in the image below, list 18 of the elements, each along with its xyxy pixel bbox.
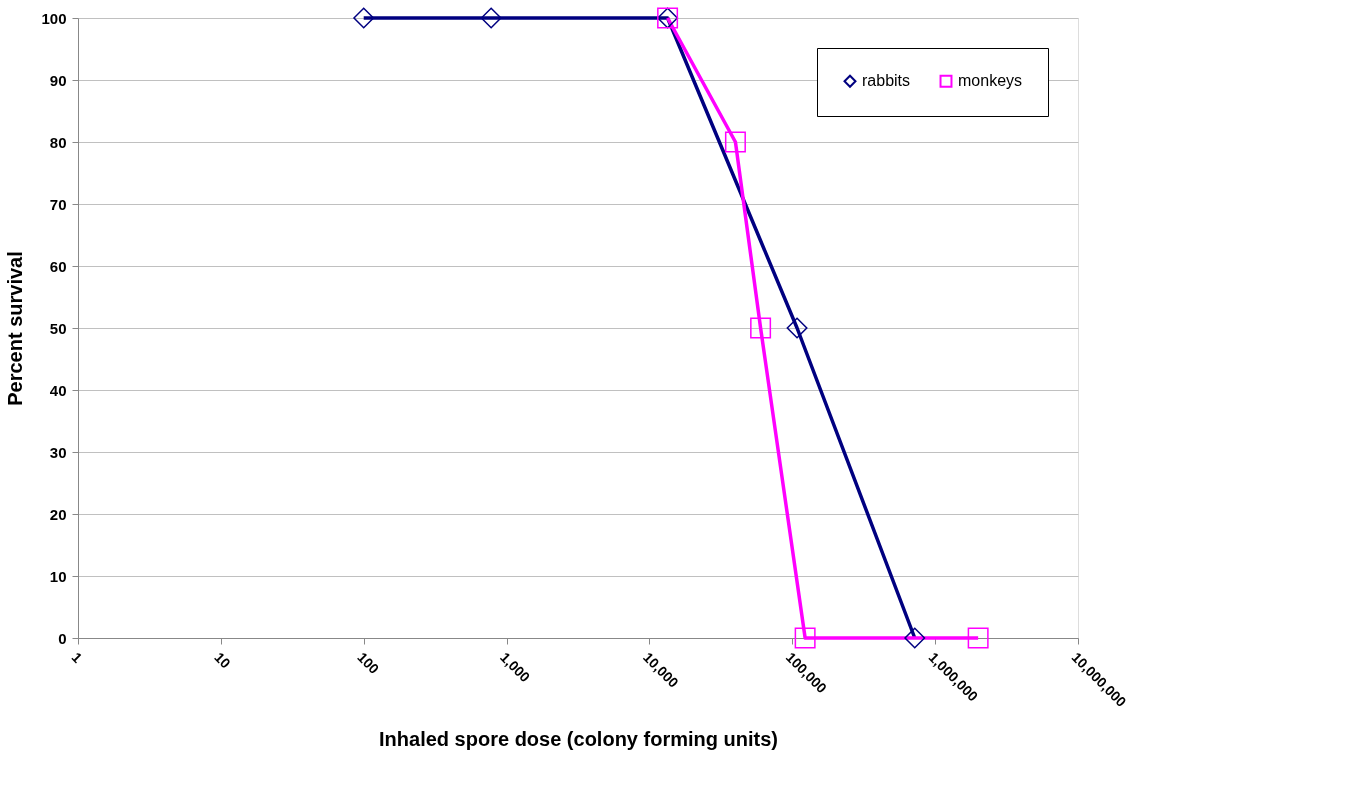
x-tick-label: 10: [211, 649, 234, 672]
legend-label: rabbits: [862, 72, 911, 90]
y-tick-label: 80: [49, 133, 67, 151]
y-axis-title: Percent survival: [4, 251, 27, 406]
y-tick-label: 100: [41, 9, 67, 27]
y-tick-label: 0: [58, 629, 67, 647]
y-tick-label: 10: [49, 567, 67, 585]
x-tick-label: 100: [354, 649, 383, 678]
legend-label: monkeys: [958, 72, 1023, 90]
y-tick-label: 50: [49, 319, 67, 337]
y-tick-label: 70: [49, 195, 67, 213]
y-tick-label: 30: [49, 443, 67, 461]
y-tick-label: 60: [49, 257, 67, 275]
y-tick-label: 40: [49, 381, 67, 399]
x-axis-title: Inhaled spore dose (colony forming units): [379, 727, 778, 750]
y-tick-label: 90: [49, 71, 67, 89]
x-tick-label: 1: [68, 649, 86, 667]
y-tick-label: 20: [49, 505, 67, 523]
